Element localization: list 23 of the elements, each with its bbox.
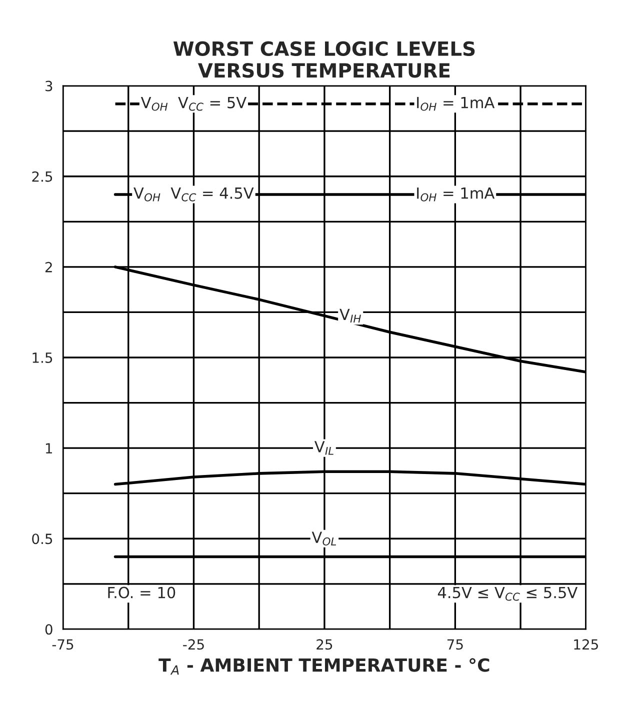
- x-tick-label: 25: [316, 639, 332, 650]
- annotation: V$_{IL}$: [314, 441, 334, 455]
- annotation: V$_{OH}$ V$_{CC}$ = 5V: [140, 96, 246, 111]
- y-tick-label: 3: [46, 80, 52, 92]
- y-tick-label: 1.5: [32, 352, 52, 363]
- annotation: 4.5V ≤ V$_{CC}$ ≤ 5.5V: [438, 586, 578, 601]
- annotation: F.O. = 10: [108, 586, 176, 598]
- y-tick-label: 2.5: [32, 171, 52, 182]
- x-tick-label: -25: [183, 639, 204, 650]
- x-tick-label: 125: [574, 639, 598, 650]
- annotation: I$_{OH}$ = 1mA: [417, 188, 495, 202]
- y-tick-label: 2: [45, 262, 52, 272]
- y-tick-label: 0: [45, 624, 52, 635]
- y-tick-label: 1: [46, 443, 52, 454]
- x-tick-label: 75: [447, 639, 463, 650]
- annotation: I$_{OH}$ = 1mA: [417, 96, 495, 111]
- y-tick-label: 0.5: [32, 534, 52, 544]
- annotation: V$_{IH}$: [340, 308, 361, 323]
- chart-title: WORST CASE LOGIC LEVELS VERSUS TEMPERATURE: [173, 41, 475, 78]
- x-tick-label: -75: [52, 639, 74, 650]
- annotation: V$_{OH}$ V$_{CC}$ = 4.5V: [134, 188, 254, 202]
- annotation: V$_{OL}$: [312, 532, 336, 546]
- x-axis-title: T$_{A}$ - AMBIENT TEMPERATURE - °C: [158, 658, 490, 675]
